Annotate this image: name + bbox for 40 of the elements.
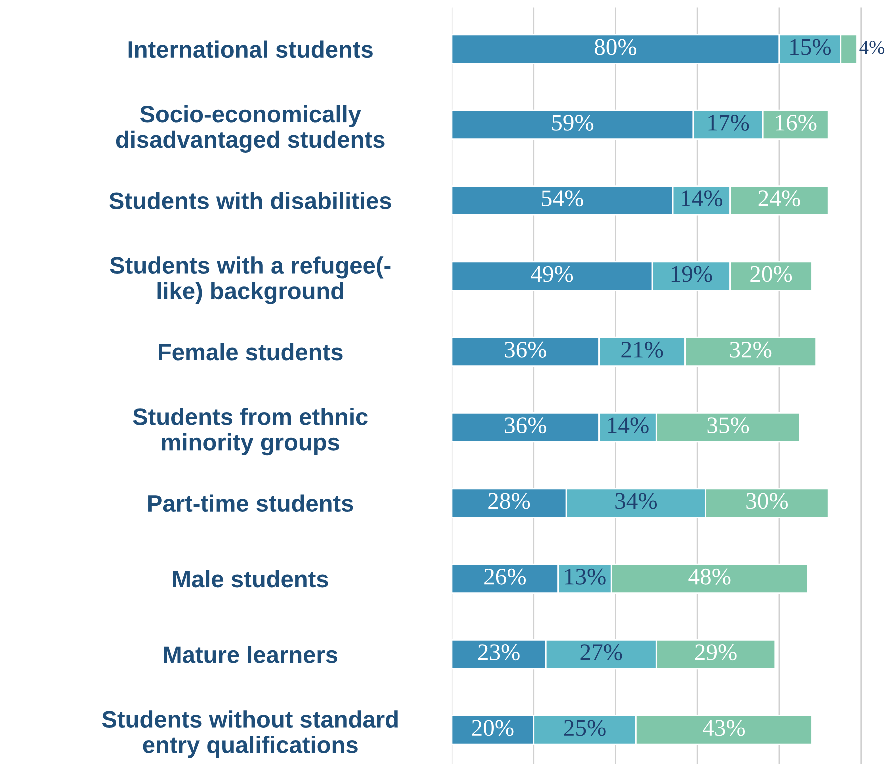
y-tick-label: Students from ethnic minority groups <box>133 408 368 456</box>
y-tick-label: Students with disabilities <box>110 192 392 210</box>
data-label: 25% <box>564 720 606 736</box>
y-tick-label: Part-time students <box>148 494 354 512</box>
data-label: 54% <box>542 190 584 207</box>
data-label: 36% <box>505 418 546 434</box>
data-label: 17% <box>708 114 750 131</box>
data-label: 34% <box>616 493 658 510</box>
data-label: 14% <box>608 418 649 434</box>
data-label: 48% <box>688 568 731 585</box>
y-tick-label: International students <box>128 40 373 58</box>
data-label: 35% <box>708 418 750 434</box>
data-label: 36% <box>505 342 546 358</box>
data-label: 28% <box>488 493 530 510</box>
data-label: 24% <box>758 190 800 207</box>
y-tick-label: Mature learners <box>164 646 338 664</box>
y-tick-label: Male students <box>173 570 328 588</box>
data-label: 19% <box>672 266 712 282</box>
data-label: 16% <box>776 114 817 131</box>
data-label: 26% <box>484 568 526 585</box>
data-label: 29% <box>695 644 737 661</box>
data-label: 49% <box>531 266 574 282</box>
data-label: 13% <box>565 568 606 585</box>
data-label: 27% <box>580 644 622 661</box>
data-label: 80% <box>594 39 637 56</box>
y-tick-label: Students with a refugee(- like) background <box>110 256 391 304</box>
data-label: 4% <box>860 41 885 54</box>
data-label: 23% <box>478 644 520 661</box>
y-tick-label: Students without standard entry qualifications <box>102 710 398 758</box>
data-label: 14% <box>682 190 723 207</box>
data-label: 15% <box>790 39 832 56</box>
data-label: 20% <box>472 720 514 736</box>
data-label: 30% <box>746 493 788 510</box>
data-label: 43% <box>703 720 746 736</box>
data-label: 21% <box>622 342 664 358</box>
y-tick-label: Socio-economically disadvantaged students <box>116 105 385 153</box>
data-label: 59% <box>552 114 594 131</box>
data-label: 32% <box>730 342 772 358</box>
y-tick-label: Female students <box>159 343 343 361</box>
data-label: 20% <box>750 266 792 282</box>
